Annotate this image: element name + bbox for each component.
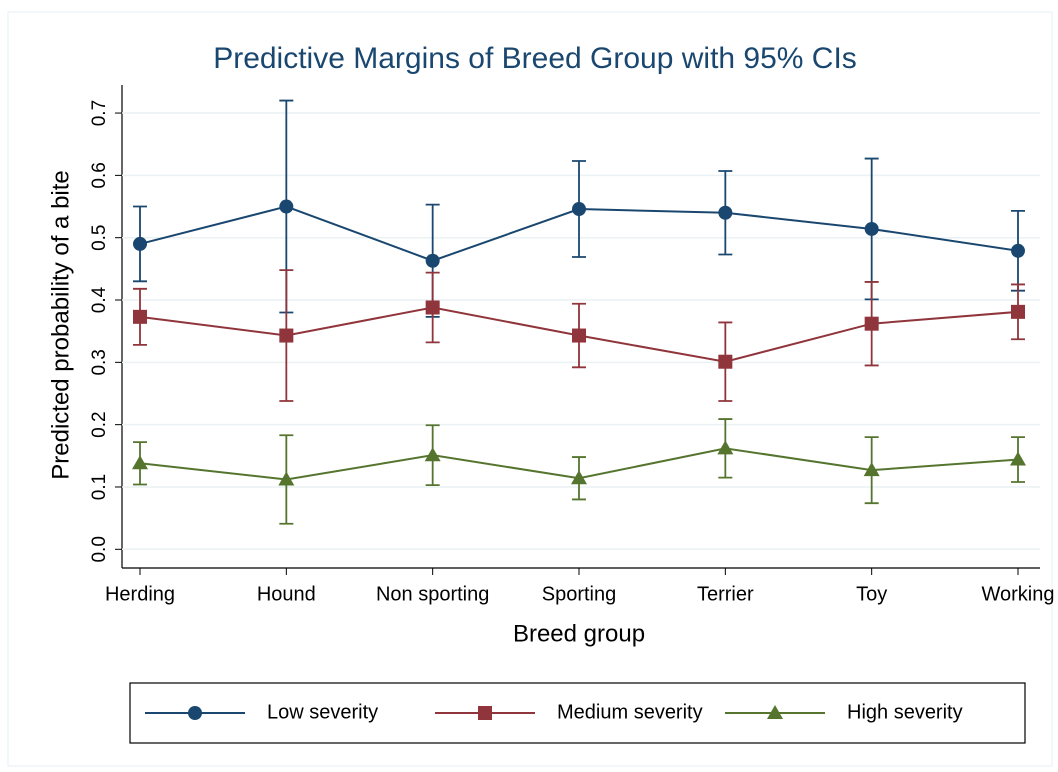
x-axis-label: Breed group: [513, 620, 645, 647]
x-tick-label: Sporting: [542, 583, 617, 605]
x-tick-label: Herding: [105, 583, 175, 605]
data-point: [133, 309, 147, 324]
y-axis-label: Predicted probability of a bite: [47, 170, 74, 480]
y-tick-label: 0.2: [89, 411, 110, 437]
data-point: [1011, 243, 1025, 258]
data-point: [425, 300, 440, 315]
data-point: [279, 328, 294, 343]
data-point: [718, 354, 733, 369]
y-tick-label: 0.3: [89, 349, 110, 375]
data-point: [1010, 451, 1026, 466]
chart-title: Predictive Margins of Breed Group with 9…: [213, 42, 857, 75]
legend-marker: [188, 706, 202, 720]
x-tick-label: Toy: [856, 583, 887, 605]
data-point: [572, 202, 586, 217]
data-point: [717, 440, 734, 455]
legend-label: High severity: [847, 701, 963, 723]
y-tick-label: 0.5: [89, 224, 110, 250]
data-point: [571, 470, 587, 485]
data-point: [572, 328, 586, 343]
data-point: [718, 205, 733, 220]
x-tick-label: Terrier: [697, 583, 754, 605]
legend-box: [129, 682, 1026, 744]
data-point: [279, 199, 294, 214]
data-point: [863, 462, 880, 477]
x-tick-label: Working: [982, 583, 1055, 605]
legend-marker: [478, 706, 492, 720]
y-tick-label: 0.7: [89, 100, 110, 126]
legend-label: Medium severity: [557, 701, 703, 723]
data-point: [425, 253, 440, 268]
chart-frame: [7, 11, 1053, 767]
legend-marker: [767, 705, 783, 719]
x-tick-label: Non sporting: [376, 583, 489, 605]
data-point: [133, 236, 147, 251]
y-tick-label: 0.6: [89, 162, 110, 188]
data-point: [132, 455, 148, 470]
data-point: [424, 447, 441, 462]
data-point: [864, 221, 879, 236]
y-tick-label: 0.0: [89, 536, 110, 562]
data-point: [864, 316, 879, 331]
x-tick-label: Hound: [257, 583, 316, 605]
y-tick-label: 0.1: [89, 474, 110, 500]
data-point: [278, 471, 295, 486]
y-tick-label: 0.4: [89, 286, 110, 313]
legend-label: Low severity: [267, 701, 378, 723]
data-point: [1011, 304, 1025, 319]
